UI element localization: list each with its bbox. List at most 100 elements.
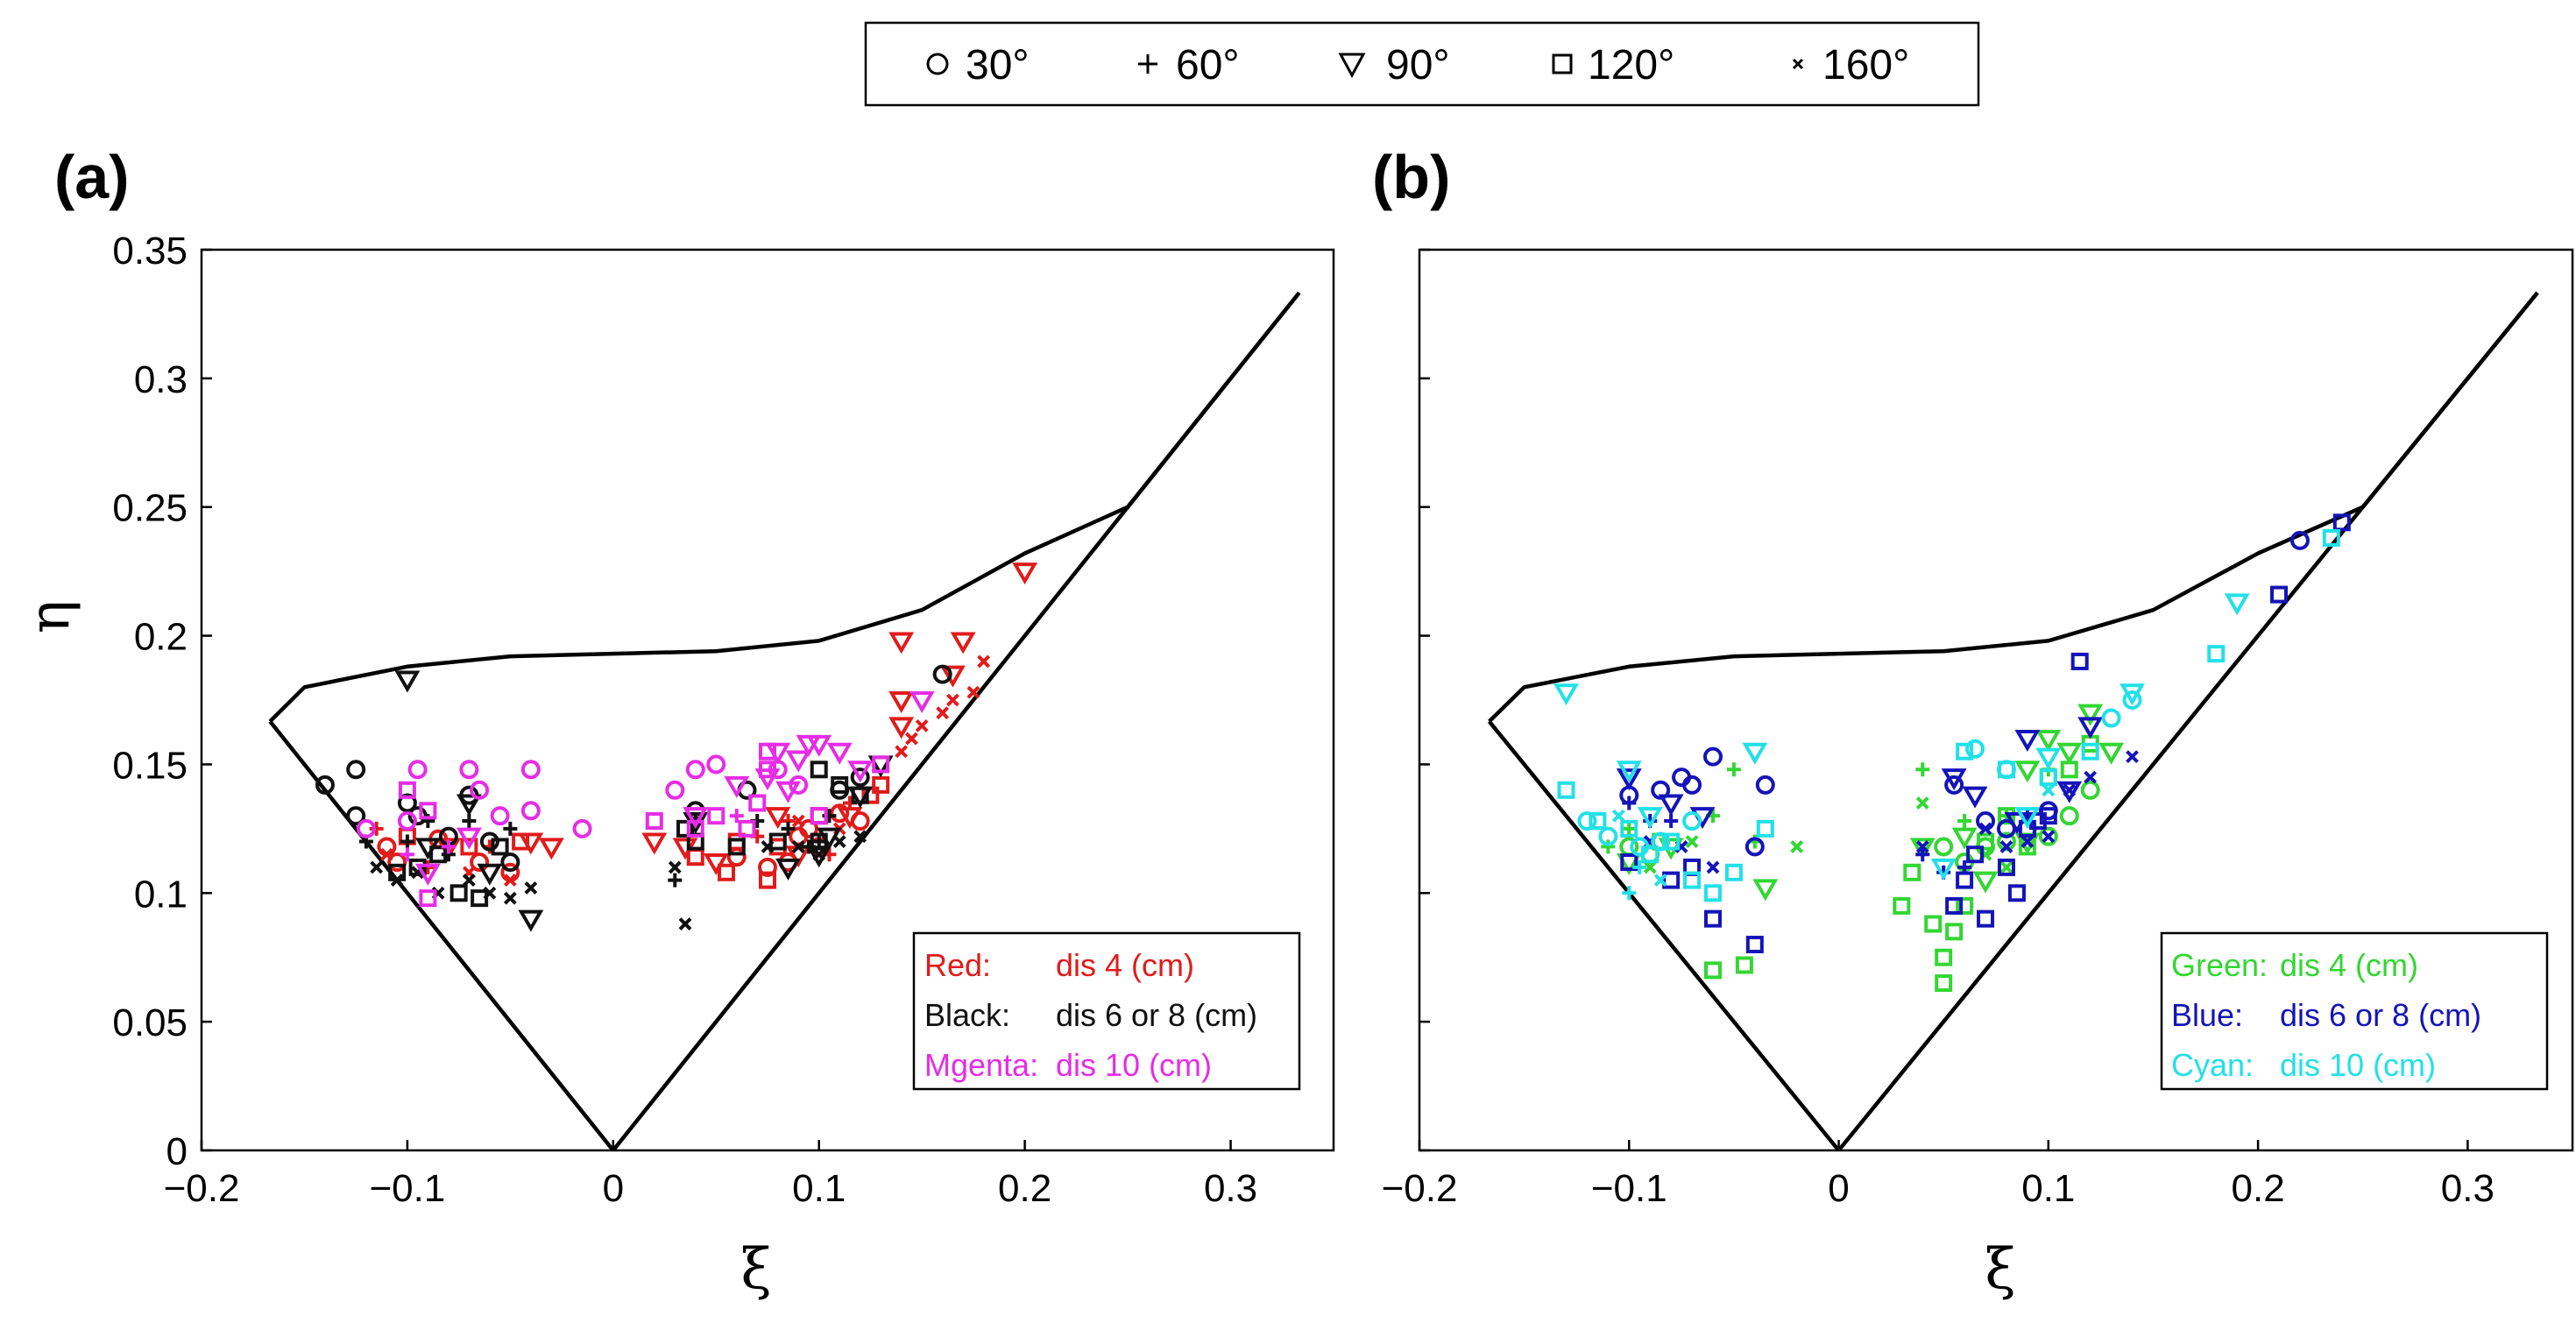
x-tick-label: 0.3 bbox=[1204, 1167, 1257, 1210]
data-point-blue-square bbox=[1662, 871, 1681, 889]
data-point-red-triangle-down bbox=[703, 853, 729, 876]
data-point-cyan-x bbox=[1611, 809, 1625, 823]
data-point-red-circle bbox=[758, 857, 777, 877]
data-point-black-square bbox=[831, 775, 849, 794]
data-point-black-x bbox=[370, 860, 384, 874]
data-point-cyan-circle bbox=[1965, 739, 1985, 759]
data-point-magenta-circle bbox=[572, 818, 592, 838]
data-point-black-x bbox=[462, 874, 476, 888]
color-legend-black-label: Black: bbox=[924, 997, 1010, 1033]
legend-label-160: 160° bbox=[1822, 42, 1909, 88]
data-point-cyan-square bbox=[1683, 871, 1702, 889]
data-point-magenta-circle bbox=[490, 806, 510, 826]
x-axis-label: ξ bbox=[1985, 1237, 2015, 1302]
color-legend-cyan-desc: dis 10 (cm) bbox=[2280, 1047, 2436, 1083]
data-point-red-square bbox=[759, 871, 776, 889]
data-point-green-square bbox=[1977, 832, 1995, 851]
data-point-blue-triangle-down bbox=[2056, 781, 2083, 803]
data-point-magenta-triangle-down bbox=[754, 768, 781, 791]
data-point-black-square bbox=[429, 845, 448, 864]
data-point-magenta-triangle-down bbox=[806, 734, 832, 757]
x-tick-label: 0.1 bbox=[792, 1167, 846, 1210]
data-point-green-circle bbox=[2080, 780, 2100, 800]
data-point-green-triangle-down bbox=[2077, 704, 2104, 726]
data-point-green-circle bbox=[2059, 806, 2079, 826]
panel-label-b: (b) bbox=[1372, 143, 1450, 211]
data-point-black-square bbox=[471, 889, 489, 908]
data-point-blue-x bbox=[1915, 840, 1929, 853]
data-point-red-x bbox=[895, 745, 909, 759]
color-legend: Green: dis 4 (cm) Blue: dis 6 or 8 (cm) … bbox=[2160, 931, 2549, 1091]
data-point-blue-square bbox=[1945, 896, 1964, 915]
circle-marker-icon bbox=[926, 53, 949, 75]
data-point-red-x bbox=[905, 732, 918, 746]
data-point-black-x bbox=[853, 830, 867, 844]
data-point-cyan-triangle-down bbox=[2224, 593, 2250, 616]
data-point-blue-square bbox=[1956, 871, 1974, 889]
data-point-red-x bbox=[791, 814, 805, 828]
data-point-black-square bbox=[676, 819, 695, 838]
data-point-magenta-square bbox=[686, 819, 704, 838]
data-point-black-x bbox=[483, 886, 497, 900]
legend-label-60: 60° bbox=[1176, 42, 1240, 88]
axes-frame bbox=[200, 248, 1335, 1152]
data-point-red-square bbox=[718, 863, 736, 881]
data-point-black-x bbox=[503, 891, 517, 905]
data-point-red-circle bbox=[387, 852, 407, 873]
data-point-magenta-square bbox=[872, 755, 890, 774]
legend-label-120: 120° bbox=[1588, 42, 1674, 88]
data-point-red-square bbox=[512, 832, 530, 851]
data-point-magenta-triangle-down bbox=[847, 761, 874, 783]
data-point-blue-plus bbox=[1622, 796, 1637, 810]
data-point-magenta-circle bbox=[706, 754, 726, 775]
data-point-blue-square bbox=[1703, 909, 1722, 928]
x-axis-label: ξ bbox=[740, 1237, 771, 1302]
data-point-blue-triangle-down bbox=[1941, 768, 1967, 791]
data-point-red-x bbox=[503, 874, 517, 888]
x-tick-label: −0.1 bbox=[1591, 1167, 1667, 1210]
data-point-magenta-triangle-down bbox=[683, 807, 709, 830]
data-point-magenta-triangle-down bbox=[826, 742, 853, 765]
square-marker-icon bbox=[1552, 53, 1573, 74]
data-point-red-x bbox=[966, 685, 980, 699]
data-point-blue-circle bbox=[1755, 775, 1775, 795]
data-point-black-triangle-down bbox=[477, 863, 503, 886]
data-point-green-square bbox=[1735, 956, 1753, 974]
data-point-blue-square bbox=[1997, 858, 2015, 876]
data-point-green-x bbox=[1999, 860, 2013, 874]
data-point-green-x bbox=[1790, 840, 1804, 853]
data-point-red-triangle-down bbox=[538, 838, 564, 860]
data-point-green-square bbox=[1703, 961, 1722, 980]
data-point-blue-square bbox=[2070, 652, 2089, 670]
data-point-green-circle bbox=[2038, 826, 2058, 846]
data-point-green-triangle-down bbox=[1909, 838, 1936, 860]
data-point-blue-plus bbox=[1664, 814, 1679, 829]
color-legend-box bbox=[2160, 931, 2549, 1091]
data-point-green-circle bbox=[1934, 837, 1954, 857]
color-legend-red-label: Red: bbox=[924, 947, 991, 983]
x-tick-label: −0.2 bbox=[164, 1167, 240, 1210]
data-point-black-circle bbox=[479, 831, 499, 852]
data-point-magenta-square bbox=[398, 781, 416, 799]
data-point-red-circle bbox=[470, 852, 490, 873]
data-point-cyan-circle bbox=[1598, 826, 1618, 846]
x-tick-label: 0.3 bbox=[2441, 1167, 2495, 1210]
data-point-magenta-circle bbox=[459, 760, 479, 780]
data-point-black-circle bbox=[407, 806, 428, 826]
data-point-green-triangle-down bbox=[2014, 761, 2041, 783]
data-point-blue-circle bbox=[1744, 837, 1765, 857]
data-point-magenta-square bbox=[810, 807, 828, 825]
data-point-black-circle bbox=[500, 852, 520, 873]
y-tick-label: 0.3 bbox=[134, 358, 188, 401]
data-point-black-triangle-down bbox=[394, 670, 421, 693]
data-point-blue-triangle-down bbox=[1616, 768, 1642, 791]
data-point-red-square bbox=[460, 838, 478, 856]
data-point-cyan-square bbox=[1724, 863, 1743, 881]
data-point-green-plus bbox=[1957, 814, 1972, 829]
data-point-cyan-circle bbox=[2101, 708, 2121, 728]
data-point-green-triangle-down bbox=[1972, 871, 1999, 894]
data-point-cyan-triangle-down bbox=[2014, 807, 2041, 830]
data-point-blue-x bbox=[1978, 822, 1992, 836]
data-point-cyan-x bbox=[1653, 874, 1667, 888]
data-point-cyan-square bbox=[1641, 845, 1660, 864]
